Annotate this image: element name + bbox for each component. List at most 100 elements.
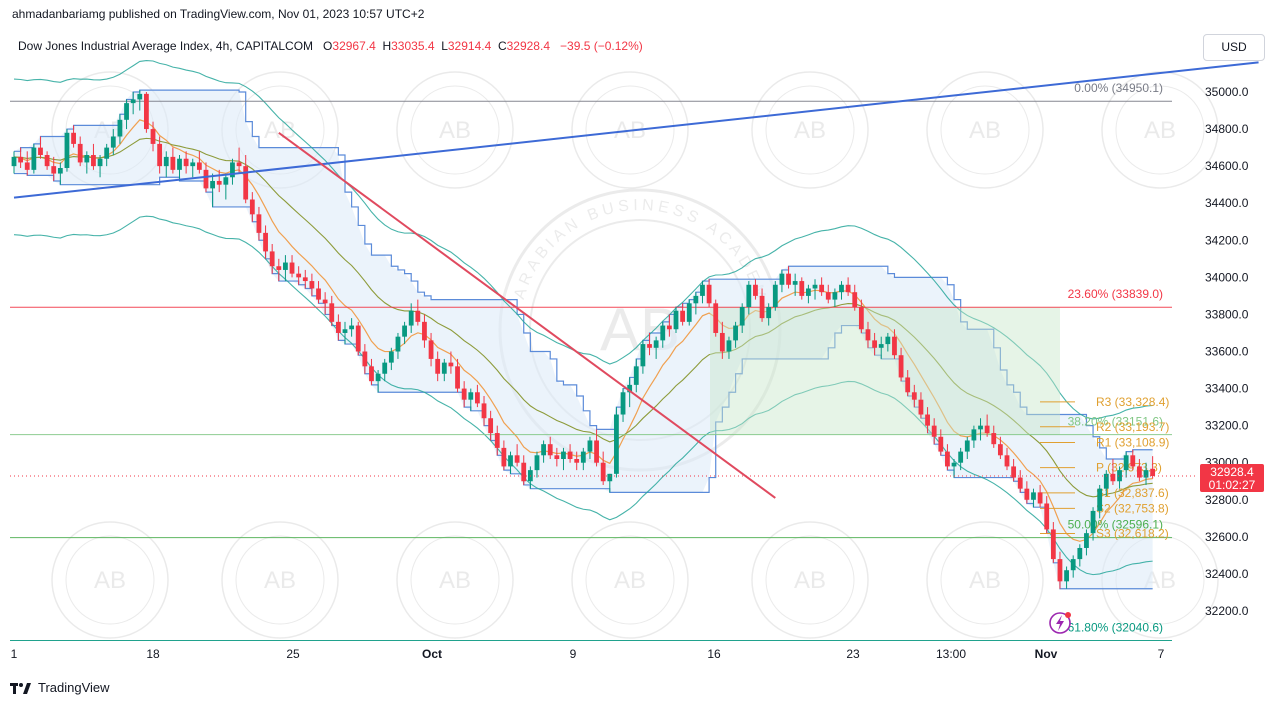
candle [388, 347, 394, 371]
last-price-box [1200, 463, 1264, 492]
tradingview-logo-icon [10, 681, 32, 695]
candle [673, 307, 679, 333]
watermark-monogram: AB [794, 117, 826, 144]
candle [448, 351, 454, 374]
watermark-seal: AB [751, 521, 869, 639]
candle-body [137, 93, 143, 100]
candle [124, 99, 129, 130]
envelope-upper [13, 59, 1153, 420]
candle-body [150, 129, 156, 144]
donchian-upper [14, 89, 1153, 460]
candle-body [607, 473, 613, 482]
low-label: L [441, 39, 448, 53]
x-tick-label: 9 [570, 647, 577, 661]
candle [878, 336, 884, 359]
candle-body [31, 147, 37, 170]
candle [316, 281, 321, 304]
price-axis[interactable]: 35000.0 34800.0 34600.0 34400.0 34200.0 34000… [1205, 85, 1249, 618]
candle [660, 321, 666, 348]
candle [931, 418, 937, 445]
candle [77, 136, 83, 167]
candle [18, 147, 24, 168]
watermark-monogram: AB [614, 567, 646, 594]
alert-icon[interactable] [1049, 612, 1071, 634]
candle-body [971, 429, 977, 441]
fib-level-label: 23.60% (33839.0) [1068, 287, 1163, 301]
candle [57, 162, 63, 185]
close-label: C [497, 39, 507, 53]
candle [230, 158, 235, 185]
candle-body [289, 262, 295, 274]
fibonacci-levels[interactable]: 0.00% (34950.1) 23.60% (33839.0) 38.20% (3… [10, 81, 1172, 642]
fib-level-label: 0.00% (34950.1) [1074, 81, 1163, 95]
candle-body [547, 444, 553, 456]
candle-body [435, 358, 441, 374]
candle-body [1117, 470, 1122, 482]
candle [607, 473, 613, 493]
candle [587, 436, 593, 460]
candle [772, 281, 778, 311]
candle-body [627, 384, 633, 393]
candle [130, 92, 136, 115]
x-tick-label: 13:00 [936, 647, 966, 661]
candle [666, 314, 672, 337]
candle [481, 395, 487, 426]
candle-body [481, 403, 487, 419]
candle-body [1130, 455, 1136, 467]
candle [1017, 470, 1023, 493]
candle-body [1057, 559, 1063, 582]
last-price-value: 32928.4 [1210, 465, 1254, 479]
time-axis[interactable]: 1 18 25 Oct 9 16 23 13:00 Nov 7 [11, 647, 1165, 661]
candle-body [468, 392, 474, 400]
candle-body [163, 156, 169, 167]
candle [978, 418, 983, 441]
candle [898, 347, 904, 382]
currency-button[interactable]: USD [1203, 34, 1265, 61]
candle [693, 292, 699, 315]
candle [739, 303, 745, 333]
candle-body [885, 336, 891, 345]
candle [1143, 462, 1149, 485]
y-tick-label: 32400.0 [1205, 567, 1249, 581]
candle [170, 147, 176, 174]
close-value: 32928.4 [506, 39, 550, 53]
y-tick-label: 34800.0 [1205, 122, 1249, 136]
y-tick-label: 33200.0 [1205, 419, 1249, 433]
candle [1044, 496, 1050, 534]
candle [51, 156, 57, 181]
candle [243, 155, 249, 204]
candle [395, 332, 401, 359]
candle-body [249, 199, 255, 215]
candle-body [567, 451, 573, 460]
pivot-label: R2 (33,193.7) [1096, 420, 1169, 434]
footer-brand[interactable]: TradingView [10, 680, 110, 695]
donchian-channel-fill [14, 90, 1153, 589]
candle-body [422, 321, 427, 341]
candle [521, 455, 527, 485]
trendlines-layer[interactable] [13, 61, 1259, 499]
pivot-label: R1 (33,108.9) [1096, 436, 1169, 450]
candle-body [1097, 488, 1103, 511]
x-tick-label: 18 [146, 647, 160, 661]
candle [653, 336, 659, 359]
candle-body [408, 310, 414, 326]
candle-body [1011, 466, 1017, 478]
candle-body [792, 281, 798, 285]
instrument-title[interactable]: Dow Jones Industrial Average Index, 4h, … [18, 39, 314, 53]
candle-body [110, 136, 116, 148]
candle [11, 151, 17, 174]
candle-body [283, 262, 288, 270]
candle-body [461, 388, 467, 400]
candle-body [104, 147, 110, 159]
y-tick-label: 34400.0 [1205, 196, 1249, 210]
candle [1057, 551, 1063, 589]
candle-body [739, 307, 745, 326]
candle [534, 451, 540, 478]
watermark-seal: AB [926, 71, 1044, 189]
candle [236, 147, 242, 174]
watermark-seal: AB [396, 521, 514, 639]
watermark-seal: AB [1101, 71, 1219, 189]
candle-body [918, 399, 924, 415]
watermark-seal: AB [396, 71, 514, 189]
